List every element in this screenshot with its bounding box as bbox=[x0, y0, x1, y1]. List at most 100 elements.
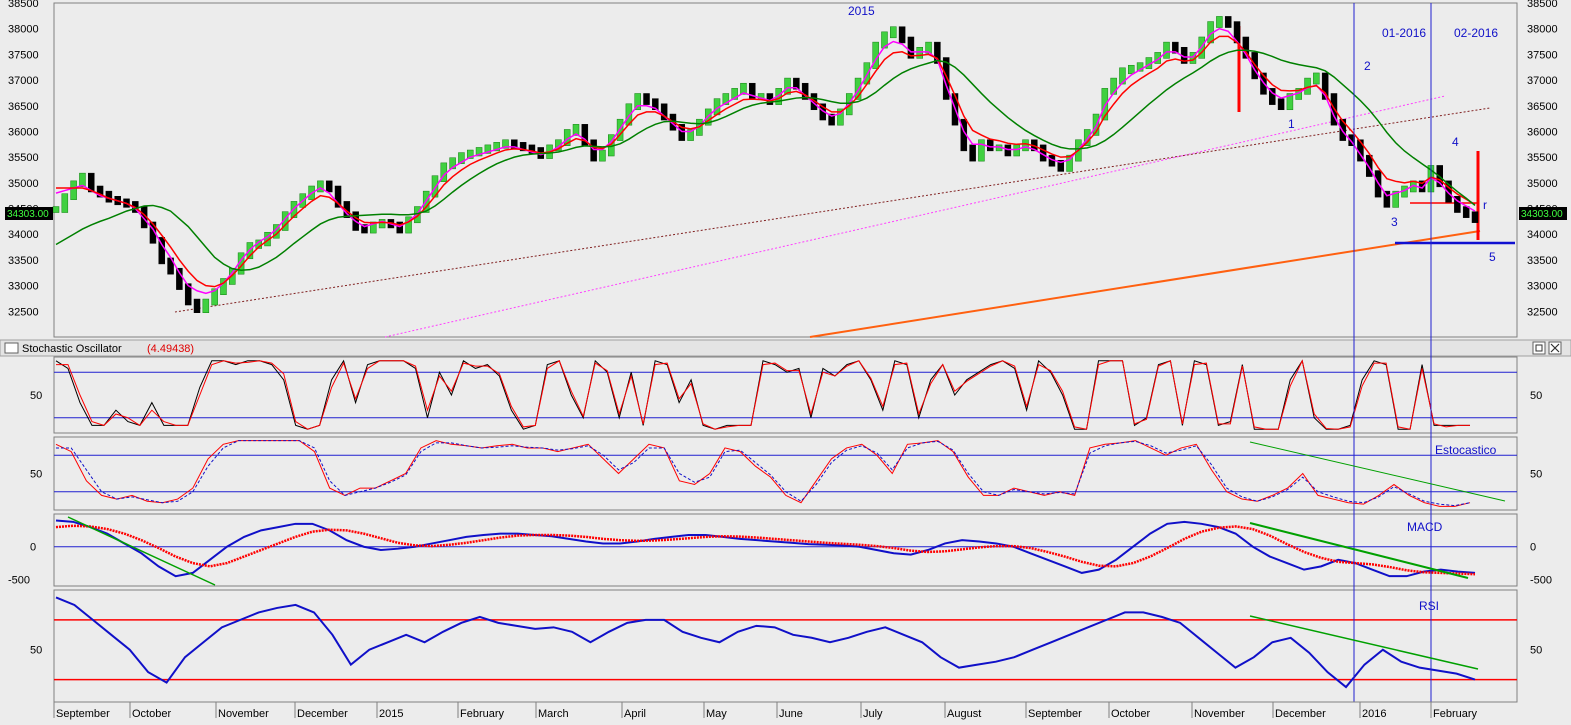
wave-label-1: 1 bbox=[1288, 117, 1295, 131]
price-bar bbox=[334, 185, 342, 208]
price-bar bbox=[361, 224, 368, 234]
price-bar bbox=[1383, 190, 1391, 208]
price-bar bbox=[1154, 52, 1161, 64]
svg-text:34303.00: 34303.00 bbox=[1521, 209, 1563, 220]
price-bar bbox=[722, 93, 730, 105]
oscillator-tick-right: -500 bbox=[1530, 574, 1552, 586]
price-bar bbox=[749, 82, 756, 100]
oscillator-axes: 50 50 50 50 0 0 -500 -500 50 50 bbox=[8, 390, 1552, 657]
price-tick-label-left: 35000 bbox=[8, 178, 39, 190]
price-bar bbox=[1110, 77, 1117, 95]
price-bar bbox=[1462, 206, 1470, 218]
price-tick-label-right: 37500 bbox=[1527, 49, 1558, 61]
price-tick-label-right: 38000 bbox=[1527, 24, 1558, 36]
price-bar bbox=[405, 216, 412, 234]
maximize-button[interactable] bbox=[1532, 341, 1546, 355]
oscillator-tick-right: 50 bbox=[1530, 469, 1542, 481]
wave-label-3: 3 bbox=[1391, 215, 1398, 229]
price-bar bbox=[634, 93, 641, 111]
x-tick-label: May bbox=[706, 708, 727, 720]
price-bar bbox=[1136, 62, 1144, 72]
oscillator-tick-left: 50 bbox=[30, 645, 42, 657]
oscillator-line bbox=[56, 359, 1470, 430]
price-bar bbox=[378, 219, 386, 229]
price-tick-label-left: 38500 bbox=[8, 0, 39, 10]
price-tick-label-left: 38000 bbox=[8, 24, 39, 36]
estocastico-label: Estocastico bbox=[1435, 443, 1497, 457]
price-bar bbox=[986, 139, 994, 152]
price-bar bbox=[519, 142, 527, 152]
oscillator-tick-left: 50 bbox=[30, 469, 42, 481]
price-bar bbox=[61, 193, 69, 213]
oscillator-tick-left: 0 bbox=[30, 542, 36, 554]
macd-trendline-2 bbox=[1249, 522, 1469, 579]
price-bar bbox=[854, 77, 862, 100]
stochastic-value: (4.49438) bbox=[147, 343, 194, 355]
price-bar bbox=[211, 288, 218, 306]
price-bar bbox=[1269, 88, 1276, 105]
macd-panel bbox=[53, 513, 1518, 587]
price-bar bbox=[572, 124, 580, 136]
oscillator-tick-right: 0 bbox=[1530, 542, 1536, 554]
price-bar bbox=[370, 221, 377, 234]
price-bar bbox=[934, 41, 941, 64]
x-tick-label: December bbox=[297, 708, 348, 720]
price-tick-label-left: 33500 bbox=[8, 255, 39, 267]
price-bar bbox=[731, 88, 738, 100]
price-bar bbox=[801, 82, 809, 100]
price-tick-label-left: 34000 bbox=[8, 229, 39, 241]
price-bar bbox=[484, 144, 492, 154]
price-bar bbox=[449, 157, 456, 170]
price-bar bbox=[1172, 41, 1179, 54]
price-bar bbox=[1365, 154, 1373, 177]
period-label-02-2016: 02-2016 bbox=[1454, 26, 1498, 40]
moving-average-line bbox=[55, 49, 1476, 271]
x-axis: September October November December 2015 Febr… bbox=[53, 701, 1517, 720]
price-tick-label-right: 38500 bbox=[1527, 0, 1558, 10]
price-bar bbox=[466, 149, 474, 159]
price-tick-label-right: 35000 bbox=[1527, 178, 1558, 190]
oscillator-line bbox=[55, 596, 1476, 689]
rsi-trendline bbox=[1249, 615, 1479, 670]
oscillator-line bbox=[55, 519, 1476, 578]
rsi-label: RSI bbox=[1419, 599, 1439, 613]
x-tick-label: November bbox=[1194, 708, 1245, 720]
price-bar bbox=[1013, 144, 1020, 157]
x-tick-label: September bbox=[1028, 708, 1082, 720]
wave-label-4: 4 bbox=[1452, 135, 1459, 149]
price-bar bbox=[890, 26, 897, 39]
price-bar bbox=[52, 206, 60, 213]
price-bar bbox=[1163, 41, 1170, 59]
price-bar bbox=[652, 98, 659, 111]
wave-label-5: 5 bbox=[1489, 250, 1496, 264]
price-tick-label-left: 32500 bbox=[8, 306, 39, 318]
wave-label-2: 2 bbox=[1364, 59, 1371, 73]
price-bar bbox=[916, 46, 923, 59]
support-line-brown bbox=[174, 107, 1491, 313]
price-bar bbox=[88, 172, 95, 193]
price-bar bbox=[1224, 16, 1232, 28]
x-tick-label: October bbox=[1111, 708, 1150, 720]
price-tick-label-right: 36000 bbox=[1527, 126, 1558, 138]
price-tick-label-left: 37000 bbox=[8, 75, 39, 87]
price-bar bbox=[925, 41, 932, 54]
price-bar bbox=[502, 139, 509, 149]
price-bar bbox=[149, 221, 157, 244]
x-tick-label: October bbox=[132, 708, 171, 720]
support-line-orange bbox=[809, 230, 1481, 338]
oscillator-line bbox=[55, 440, 1471, 507]
stochastic-title: Stochastic Oscillator bbox=[22, 343, 122, 355]
price-bar bbox=[898, 26, 906, 44]
price-panel bbox=[53, 2, 1518, 338]
svg-text:34303.00: 34303.00 bbox=[7, 209, 49, 220]
current-value-tag-left: 34303.00 bbox=[5, 207, 53, 220]
price-bar bbox=[978, 139, 985, 162]
price-bar bbox=[1471, 211, 1479, 223]
price-bar bbox=[70, 180, 77, 200]
price-tick-label-left: 37500 bbox=[8, 49, 39, 61]
price-tick-label-right: 33000 bbox=[1527, 281, 1558, 293]
price-tick-label-right: 37000 bbox=[1527, 75, 1558, 87]
window-icon[interactable] bbox=[4, 342, 19, 354]
trend-lines bbox=[174, 26, 1515, 338]
